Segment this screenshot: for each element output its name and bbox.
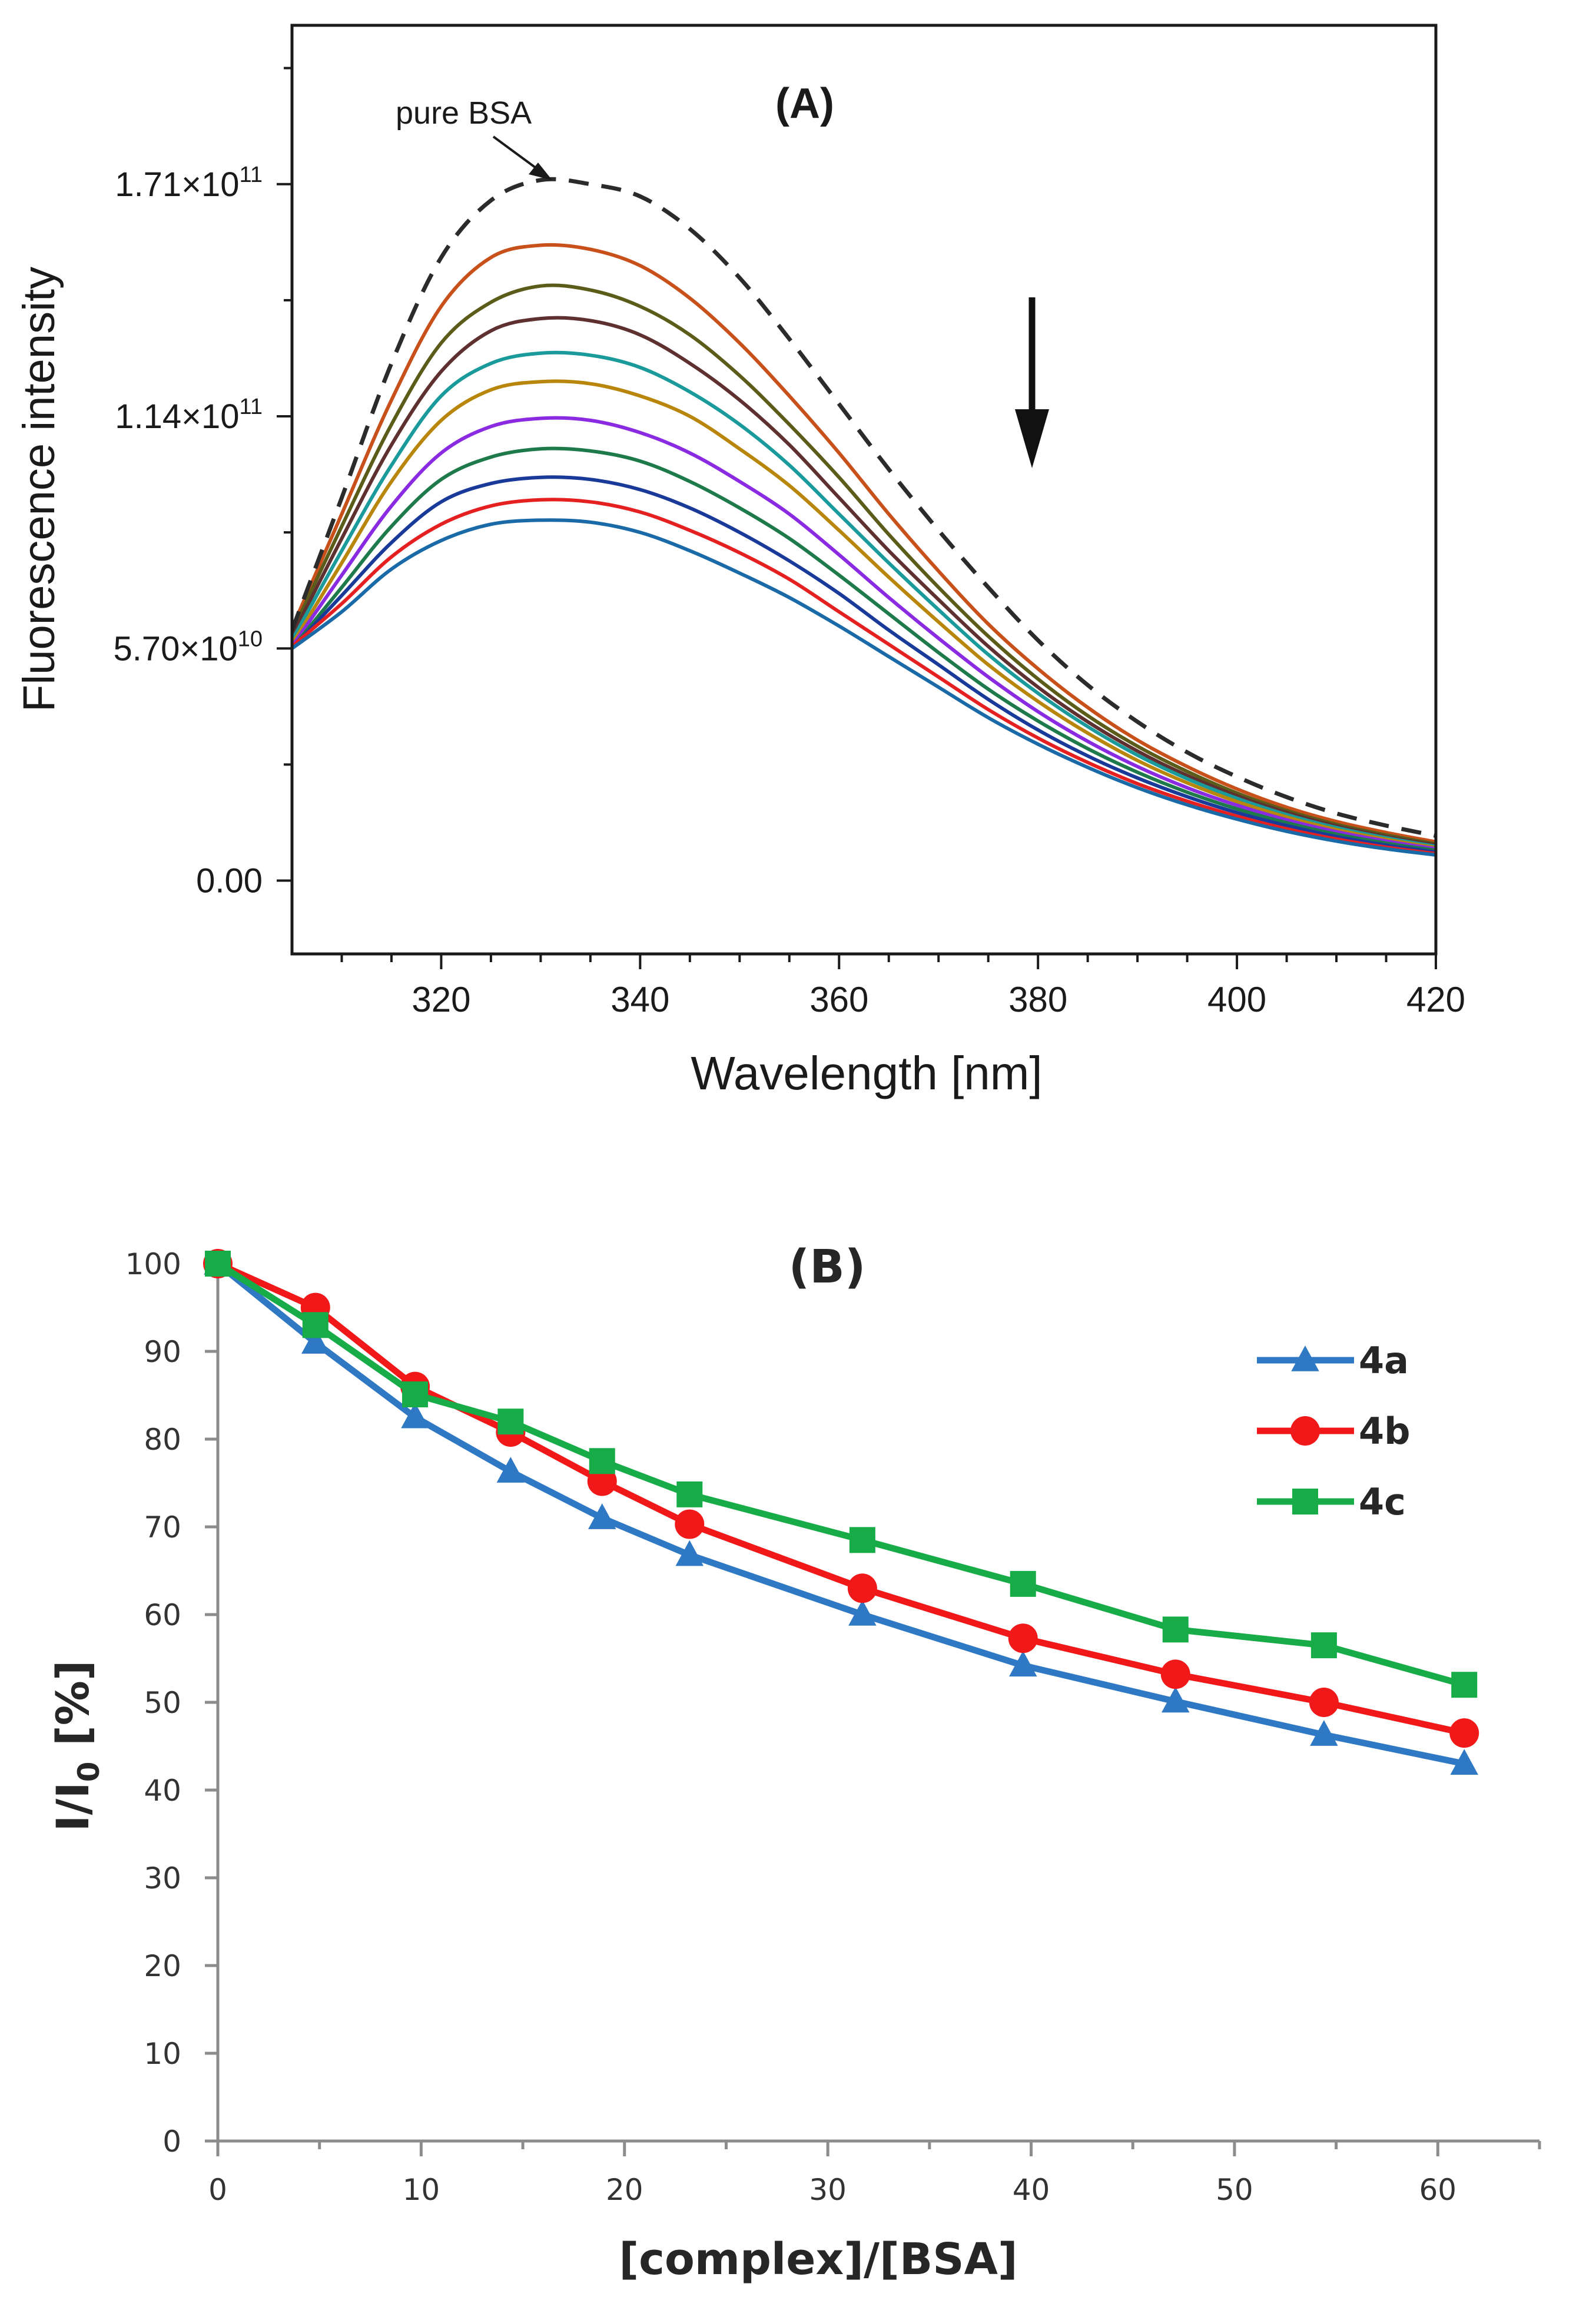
panel-b-x-tick-label: 50 (1216, 2173, 1253, 2207)
panel-b-y-tick-label: 60 (144, 1598, 181, 1632)
panel-a-x-tick-label: 380 (1008, 980, 1067, 1019)
panel-b-point-4a (1008, 1651, 1037, 1677)
panel-b-y-axis-label: I/I0 [%] (47, 1660, 106, 1831)
panel-b-point-4c (1010, 1570, 1036, 1597)
panel-b-x-tick-label: 20 (606, 2173, 643, 2207)
legend-item-4b: 4b (1257, 1410, 1411, 1453)
panel-b-axes: 0 10 20 30 40 50 60 70 80 90 100 0 10 20 30 40 50 60 (125, 1247, 1541, 2207)
panel-a-series-curve-2 (292, 283, 1436, 846)
panel-b-point-4a (401, 1402, 429, 1429)
panel-b-point-4c (205, 1251, 231, 1277)
panel-a-y-tick-label: 0.00 (196, 862, 263, 900)
panel-b-y-tick-label: 50 (144, 1686, 181, 1720)
panel-b-x-tick-label: 0 (208, 2173, 227, 2207)
panel-b-x-axis-label: [complex]/[BSA] (619, 2234, 1017, 2285)
panel-b-x-tick-label: 40 (1013, 2173, 1050, 2207)
panel-b-point-4a (848, 1600, 877, 1626)
panel-a-series-curve-7 (292, 446, 1436, 853)
panel-b-point-4b (1008, 1623, 1038, 1653)
panel-a-x-tick-label: 320 (412, 980, 470, 1019)
panel-a-title: (A) (775, 80, 834, 127)
legend-marker-4a (1291, 1345, 1319, 1371)
panel-b-y-tick-label: 90 (144, 1335, 181, 1369)
panel-b-y-tick-label: 10 (144, 2037, 181, 2071)
panel-a-x-tick-label: 360 (809, 980, 868, 1019)
panel-b-series-4a (204, 1249, 1478, 1775)
panel-b-x-tick-label: 60 (1419, 2173, 1456, 2207)
panel-b-point-4c (1451, 1672, 1478, 1698)
panel-b-point-4a (496, 1457, 525, 1483)
legend-label-4b: 4b (1359, 1410, 1411, 1453)
legend-item-4c: 4c (1257, 1480, 1406, 1523)
panel-b-y-tick-label: 100 (125, 1247, 181, 1281)
panel-b-point-4c (402, 1381, 429, 1408)
panel-b-point-4b (847, 1573, 877, 1603)
panel-b-point-4c (849, 1527, 875, 1553)
quenching-trend-arrow-icon (1015, 297, 1049, 468)
panel-b-series-4c (205, 1251, 1478, 1698)
panel-b-x-tick-label: 10 (403, 2173, 440, 2207)
panel-a-curves (292, 177, 1436, 857)
panel-b-y-tick-label: 80 (144, 1423, 181, 1457)
panel-b-point-4c (497, 1408, 524, 1435)
panel-b-point-4c (676, 1481, 703, 1507)
panel-a-x-tick-label: 420 (1406, 980, 1465, 1019)
panel-b-point-4a (1450, 1749, 1478, 1775)
panel-a-series-curve-4 (292, 350, 1436, 849)
panel-a-x-axis-label: Wavelength [nm] (691, 1047, 1042, 1099)
panel-a-plot-frame (290, 24, 1438, 956)
pure-bsa-annotation-arrow (492, 135, 552, 180)
panel-b-point-4b (1309, 1688, 1339, 1717)
panel-b-y-tick-label: 0 (162, 2125, 181, 2159)
panel-b-point-4a (1162, 1686, 1190, 1713)
panel-b-point-4a (301, 1328, 330, 1354)
panel-a-series-pure-bsa (292, 177, 1436, 838)
panel-b-point-4c (589, 1448, 615, 1474)
panel-a-series-curve-6 (292, 416, 1436, 851)
panel-b-point-4c (1162, 1616, 1189, 1643)
legend-item-4a: 4a (1257, 1339, 1409, 1382)
legend-label-4a: 4a (1359, 1339, 1409, 1382)
pure-bsa-annotation: pure BSA (396, 95, 532, 131)
panel-a-axes: 320 340 360 380 400 420 0.00 5.70×1010 1.14×1011… (113, 67, 1465, 1019)
panel-b-point-4a (675, 1540, 704, 1566)
panel-b-y-tick-label: 30 (144, 1861, 181, 1895)
panel-b-y-axis-label-suffix: [%] (47, 1660, 99, 1761)
panel-a-series-curve-5 (292, 379, 1436, 850)
panel-b-y-axis-label-main: I/I (47, 1782, 99, 1831)
panel-a-x-tick-label: 400 (1207, 980, 1266, 1019)
panel-b-y-tick-label: 40 (144, 1774, 181, 1808)
panel-b-series (203, 1249, 1479, 1775)
panel-b-point-4b (1160, 1659, 1190, 1689)
panel-a-y-axis-label: Fluorescence intensity (14, 267, 64, 712)
panel-b-title: (B) (789, 1241, 866, 1294)
panel-b-point-4c (1310, 1632, 1337, 1659)
panel-a-series-curve-3 (292, 316, 1436, 847)
panel-a-y-tick-label: 1.14×1011 (115, 395, 263, 436)
panel-a-y-tick-label: 5.70×1010 (113, 627, 263, 668)
chart-panel-a: 320 340 360 380 400 420 0.00 5.70×1010 1.14×1011… (14, 24, 1465, 1099)
panel-b-point-4a (1310, 1720, 1338, 1746)
legend-marker-4c (1292, 1489, 1318, 1514)
panel-b-x-tick-label: 30 (809, 2173, 847, 2207)
panel-b-point-4a (588, 1503, 616, 1529)
panel-b-y-tick-label: 70 (144, 1510, 181, 1545)
panel-b-y-axis-label-subscript: 0 (72, 1761, 106, 1782)
panel-a-series-curve-10 (292, 518, 1436, 857)
panel-a-series-curve-1 (292, 243, 1436, 844)
legend-label-4c: 4c (1359, 1480, 1406, 1523)
panel-a-x-tick-label: 340 (610, 980, 669, 1019)
panel-a-y-tick-label: 1.71×1011 (115, 163, 263, 204)
panel-b-point-4c (302, 1312, 329, 1338)
panel-a-series-curve-9 (292, 498, 1436, 856)
panel-a-series-curve-8 (292, 475, 1436, 854)
panel-b-y-tick-label: 20 (144, 1949, 181, 1983)
panel-b-point-4b (675, 1509, 705, 1539)
legend-marker-4b (1290, 1416, 1320, 1446)
panel-b-point-4b (1449, 1718, 1479, 1748)
panel-b-legend: 4a 4b 4c (1257, 1339, 1411, 1523)
